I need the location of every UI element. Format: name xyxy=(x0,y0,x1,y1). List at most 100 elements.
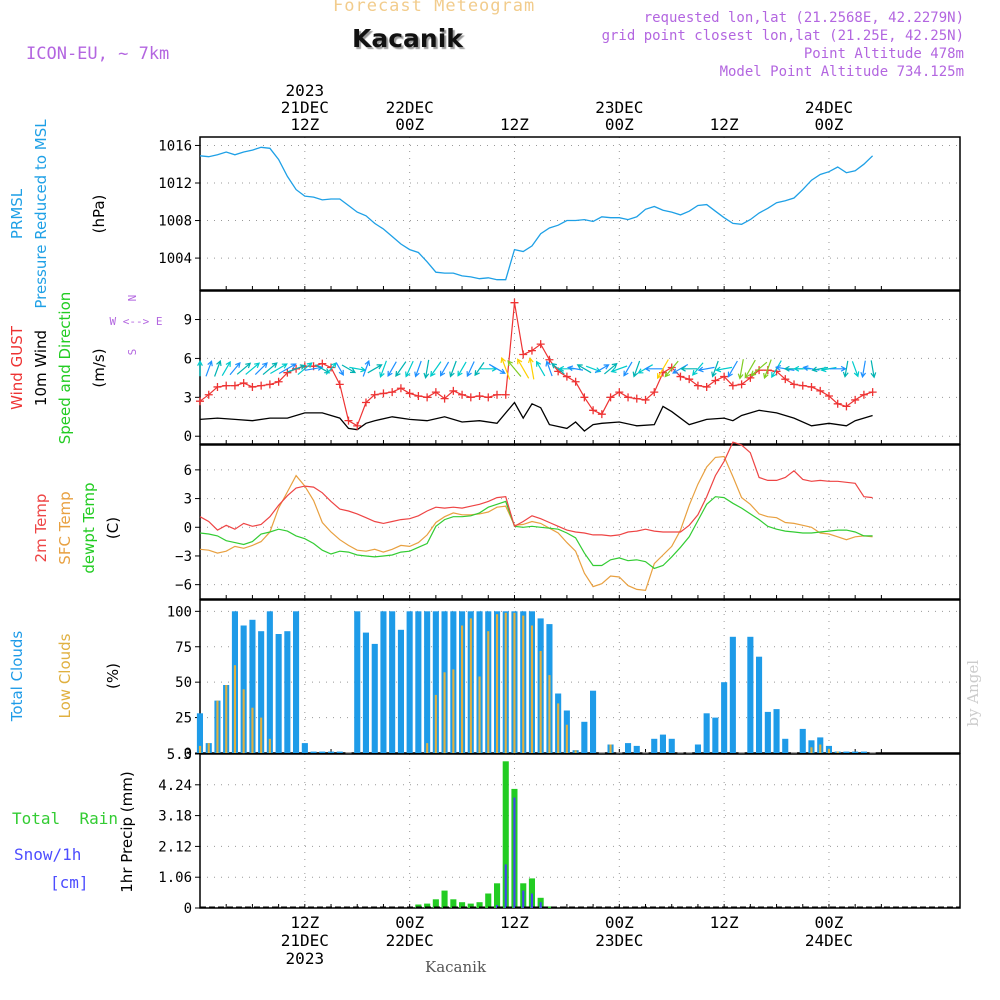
wind-direction-arrow xyxy=(297,362,313,376)
wind-direction-arrow xyxy=(367,364,383,374)
total-cloud-bar xyxy=(310,751,317,753)
time-label-bottom: 24DEC xyxy=(805,931,853,950)
total-cloud-bar xyxy=(275,634,282,753)
wind-direction-arrow xyxy=(245,362,261,375)
wind-direction-arrow xyxy=(315,364,331,374)
y-tick-label: 6 xyxy=(184,463,192,479)
gust-marker xyxy=(501,390,510,399)
wind-direction-arrow xyxy=(466,361,475,378)
wind-direction-arrow xyxy=(851,361,860,378)
rain-bar xyxy=(441,890,448,908)
wind-direction-arrow xyxy=(488,363,506,374)
time-label-top: 21DEC xyxy=(281,98,329,117)
total-cloud-bar xyxy=(590,690,597,753)
total-cloud-bar xyxy=(266,611,273,753)
rain-bar xyxy=(502,761,509,908)
precip-legend-total-rain: Total Rain xyxy=(12,809,118,828)
total-cloud-bar xyxy=(712,717,719,753)
wind-direction-arrow xyxy=(517,358,530,379)
dewpt-temp-line xyxy=(199,496,873,570)
wind-direction-arrow xyxy=(221,360,231,377)
gust-marker xyxy=(466,393,475,402)
wind-direction-arrow xyxy=(811,366,829,373)
cloud-zero-mark xyxy=(686,752,693,754)
total-cloud-bar xyxy=(354,611,361,753)
wind-direction-arrow xyxy=(405,360,414,378)
gust-marker xyxy=(711,376,720,385)
wind-direction-arrow xyxy=(566,365,584,372)
gust-marker xyxy=(449,386,458,395)
gust-marker xyxy=(396,384,405,393)
rain-bar xyxy=(467,903,474,908)
gust-marker xyxy=(440,394,449,403)
total-cloud-bar xyxy=(773,709,780,753)
low-cloud-bar xyxy=(609,744,612,753)
wind-direction-arrow xyxy=(604,362,618,375)
low-cloud-bar xyxy=(522,615,525,753)
ylabel-hpa: (hPa) xyxy=(90,195,108,234)
rain-bar xyxy=(494,883,501,908)
gust-marker xyxy=(693,381,702,390)
temp-2m-line xyxy=(199,441,873,537)
gust-marker xyxy=(667,363,676,372)
time-label-top: 00Z xyxy=(605,115,634,134)
time-label-top: 22DEC xyxy=(386,98,434,117)
gust-marker xyxy=(265,380,274,389)
wind-direction-arrow xyxy=(262,362,278,376)
snow-bar xyxy=(513,797,516,908)
gust-marker xyxy=(423,393,432,402)
wind-direction-arrow xyxy=(727,360,738,378)
wind-direction-arrow xyxy=(750,361,768,377)
y-tick-label: 100 xyxy=(167,604,192,620)
gust-marker xyxy=(283,368,292,377)
grid-point-coords: grid point closest lon,lat (21.25E, 42.2… xyxy=(601,28,964,44)
y-tick-label: 6 xyxy=(184,351,192,367)
y-tick-label: −3 xyxy=(175,549,192,565)
gust-marker xyxy=(213,382,222,391)
wind-direction-arrow xyxy=(744,359,756,379)
total-cloud-bar xyxy=(301,743,308,753)
y-tick-label: 3.18 xyxy=(158,809,192,825)
low-cloud-bar xyxy=(251,707,254,753)
wind-direction-arrow xyxy=(830,365,847,372)
wind-speed-line xyxy=(199,401,873,432)
gust-marker xyxy=(580,393,589,402)
gust-marker xyxy=(204,390,213,399)
low-cloud-bar xyxy=(260,717,263,753)
total-cloud-bar xyxy=(860,751,867,753)
total-cloud-bar xyxy=(249,619,256,753)
low-cloud-bar xyxy=(819,744,822,753)
wind-direction-arrow xyxy=(287,364,306,373)
wind-direction-arrow xyxy=(229,361,241,376)
gust-marker xyxy=(685,375,694,384)
low-cloud-bar xyxy=(443,672,446,754)
y-tick-label: 1012 xyxy=(158,176,192,192)
panel-frame xyxy=(199,599,961,754)
y-tick-label: 75 xyxy=(175,640,192,656)
wind-direction-arrow xyxy=(860,360,867,379)
y-tick-label: 3 xyxy=(184,492,192,508)
low-cloud-bar xyxy=(233,665,236,753)
total-cloud-bar xyxy=(380,611,387,753)
gust-marker xyxy=(405,389,414,398)
y-tick-label: 3 xyxy=(184,390,192,406)
time-label-bottom: 12Z xyxy=(290,913,319,932)
gust-marker xyxy=(379,389,388,398)
cloud-zero-mark xyxy=(738,752,745,754)
wind-direction-arrow xyxy=(623,361,633,377)
wind-direction-arrow xyxy=(679,365,698,372)
gust-marker xyxy=(816,386,825,395)
y-tick-label: 0 xyxy=(184,901,192,917)
total-cloud-bar xyxy=(756,656,763,753)
wind-direction-arrow xyxy=(236,362,252,375)
total-cloud-bar xyxy=(703,713,710,753)
total-cloud-bar xyxy=(659,734,666,753)
total-cloud-bar xyxy=(764,711,771,753)
y-tick-label: 2.12 xyxy=(158,839,192,855)
gust-marker xyxy=(196,397,204,406)
gust-marker xyxy=(248,382,257,391)
low-cloud-bar xyxy=(487,631,490,753)
low-cloud-bar xyxy=(478,676,481,753)
low-cloud-bar xyxy=(530,625,533,753)
time-label-top: 23DEC xyxy=(595,98,643,117)
